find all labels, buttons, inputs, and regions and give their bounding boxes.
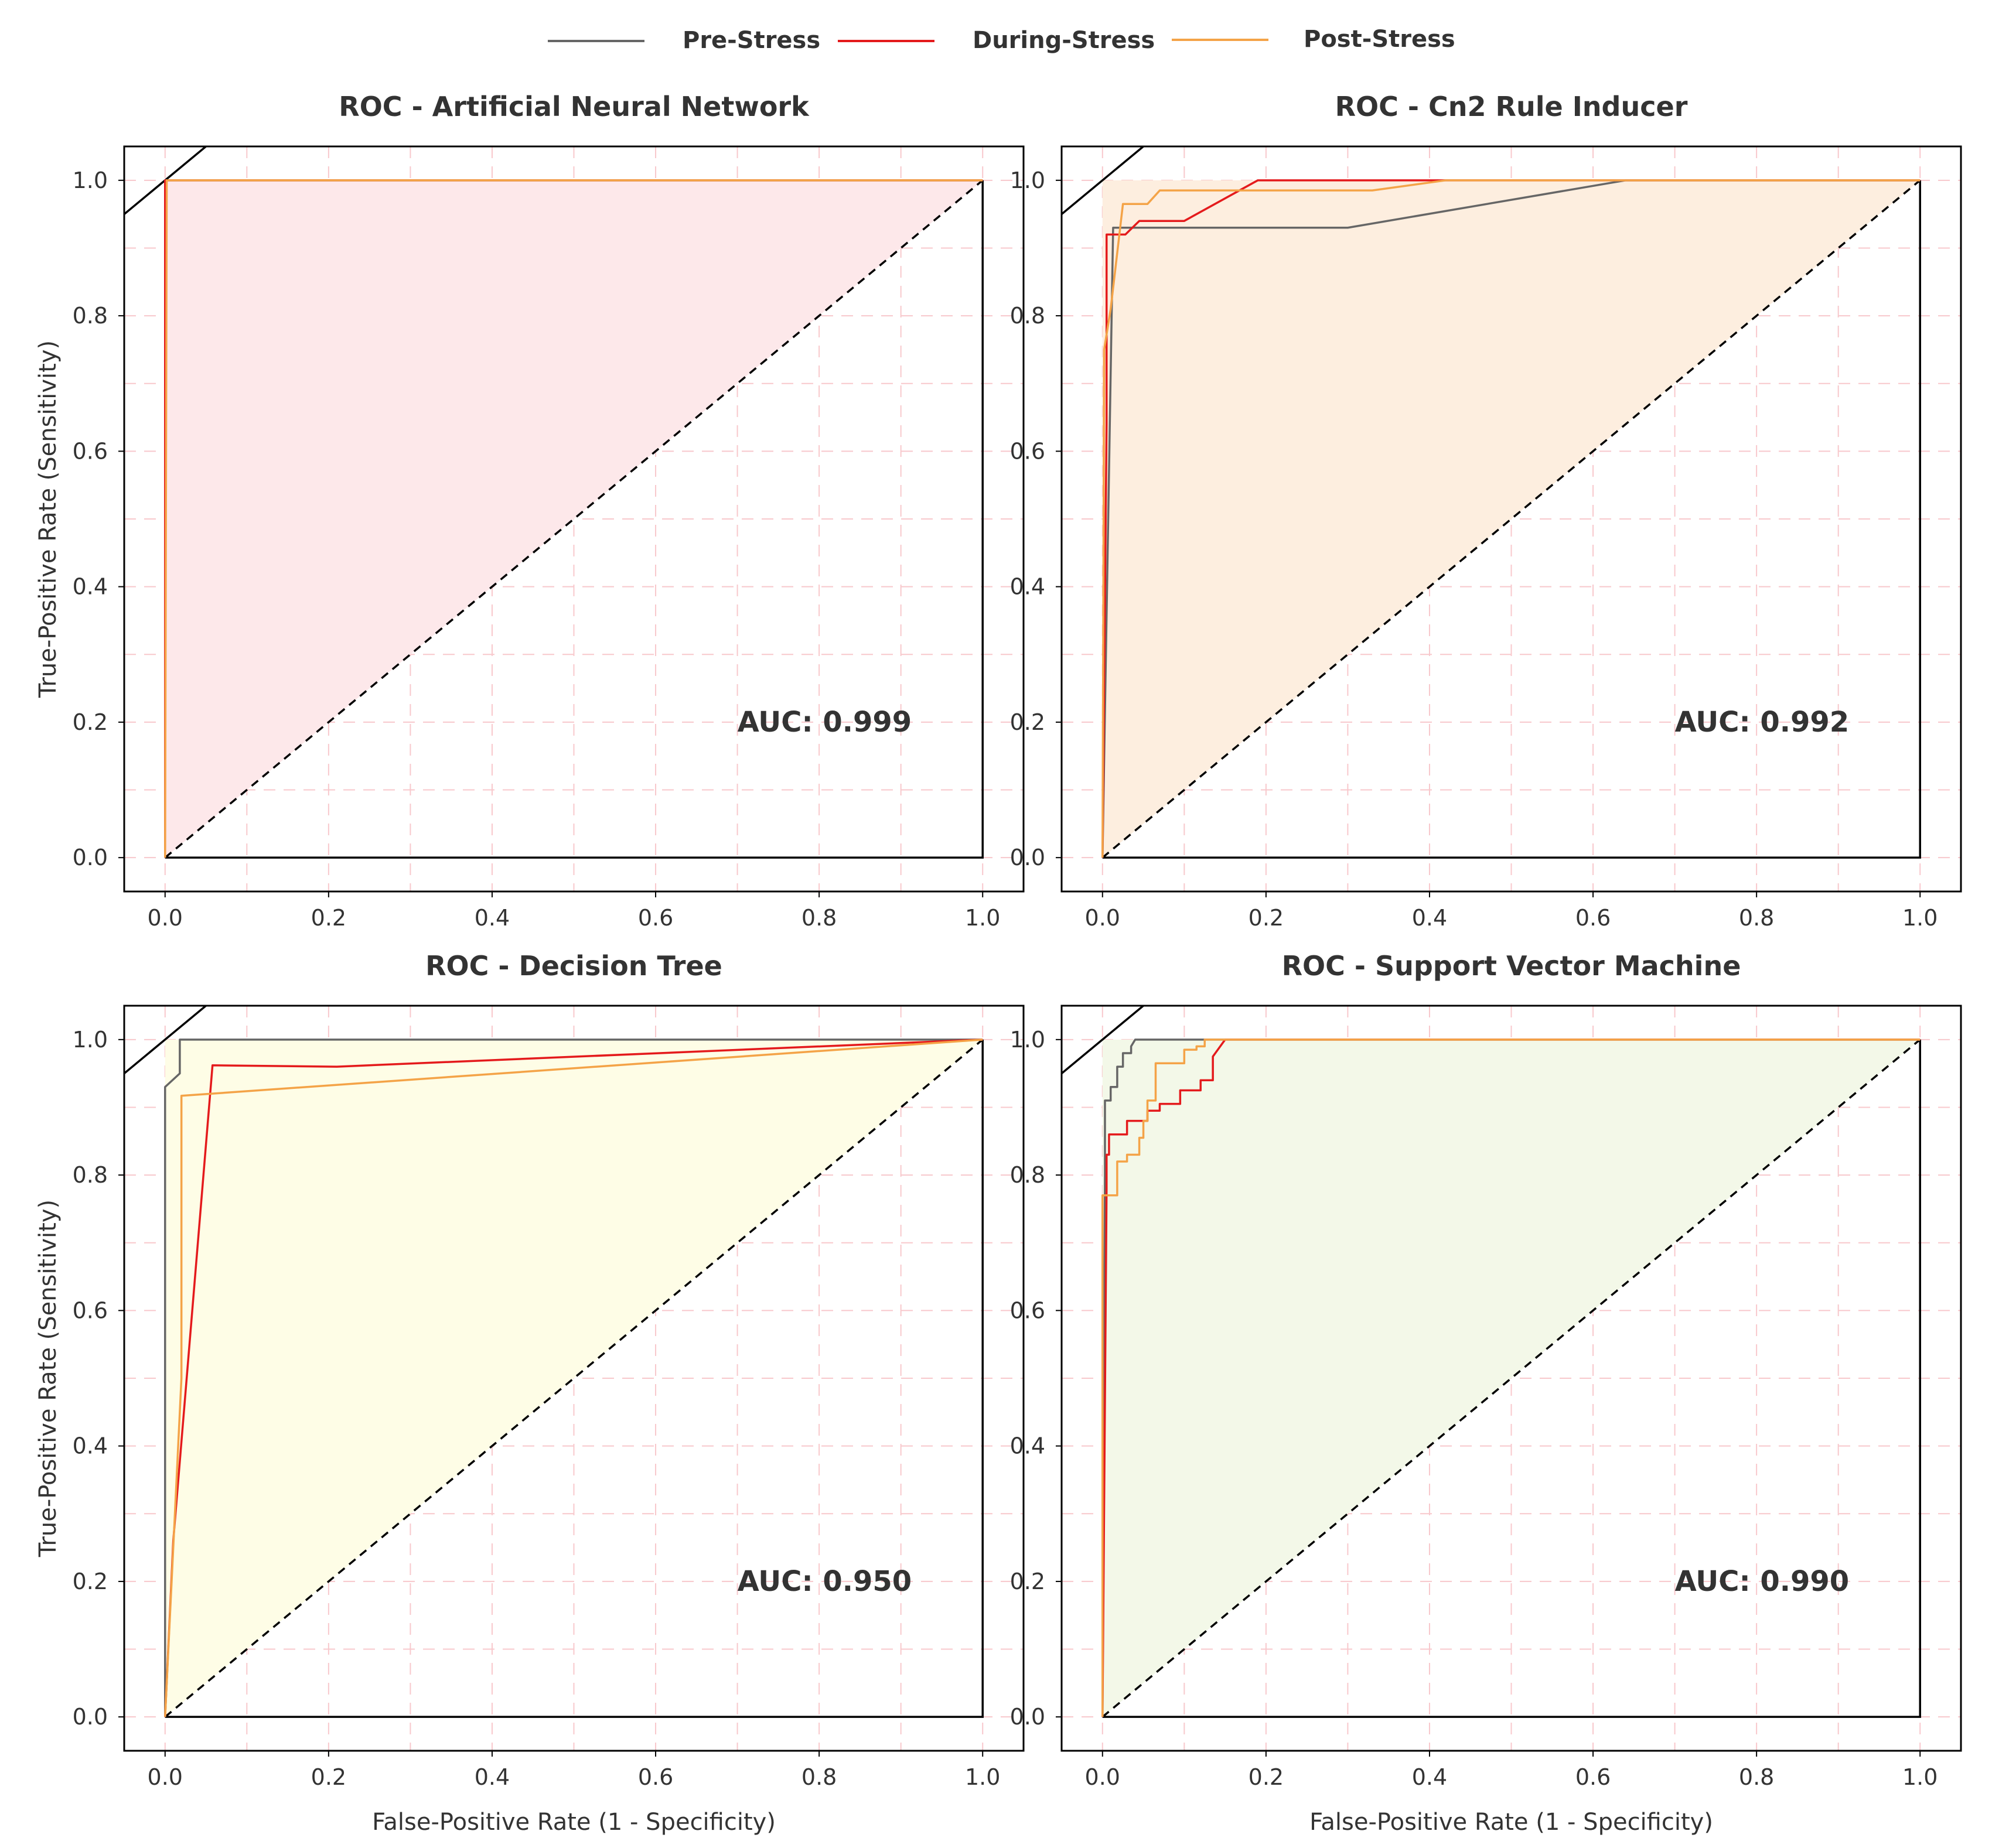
x-tick-label: 0.8 <box>801 905 837 931</box>
roc-curve-post-stress <box>1101 1039 1921 1717</box>
legend-label-0: Pre-Stress <box>683 27 820 54</box>
roc-curve-post-stress <box>1101 179 1921 858</box>
y-tick-label: 0.0 <box>73 1704 108 1730</box>
x-tick-label: 0.0 <box>148 1764 183 1790</box>
x-tick-label: 0.6 <box>1575 905 1611 931</box>
x-tick-label: 0.2 <box>311 905 346 931</box>
corner-reference-line <box>1062 1006 1145 1074</box>
roc-panel-1: 0.0 0.2 0.4 0.6 0.8 1.0 0.0 0.2 0.4 0.6 0.8 1.0 ROC … <box>1010 91 1962 931</box>
auc-area <box>165 180 983 858</box>
x-tick-label: 0.2 <box>1249 1764 1284 1790</box>
y-tick-label: 0.4 <box>1010 574 1045 600</box>
x-tick-label: 0.8 <box>1739 905 1774 931</box>
y-tick-label: 0.6 <box>73 1297 108 1323</box>
auc-annotation: AUC: 0.990 <box>1675 1565 1850 1598</box>
y-tick-label: 0.4 <box>73 1433 108 1459</box>
x-tick-label: 0.0 <box>148 905 183 931</box>
panel-title: ROC - Decision Tree <box>425 950 722 982</box>
unit-square <box>165 180 984 859</box>
y-tick-label: 1.0 <box>73 1027 108 1053</box>
auc-annotation: AUC: 0.950 <box>738 1565 912 1598</box>
y-tick-label: 0.8 <box>73 303 108 329</box>
x-tick-label: 1.0 <box>965 1764 1000 1790</box>
roc-curve-pre-stress <box>164 1039 983 1717</box>
y-tick-label: 1.0 <box>73 168 108 193</box>
x-axis-label: False-Positive Rate (1 - Specificity) <box>372 1809 776 1836</box>
x-tick-label: 0.2 <box>1249 905 1284 931</box>
y-tick-label: 0.8 <box>1010 1162 1045 1188</box>
plot-frame <box>123 1005 1025 1752</box>
x-tick-label: 0.6 <box>638 1764 673 1790</box>
y-tick-label: 0.2 <box>1010 1569 1045 1594</box>
auc-area <box>1102 180 1921 858</box>
corner-reference-line <box>124 1006 208 1074</box>
x-tick-label: 0.4 <box>475 1764 510 1790</box>
roc-curve-post-stress <box>164 1039 983 1717</box>
y-tick-label: 1.0 <box>1010 168 1045 193</box>
roc-panel-0: 0.0 0.2 0.4 0.6 0.8 1.0 0.0 0.2 0.4 0.6 0.8 1.0 ROC … <box>35 91 1025 931</box>
x-tick-label: 1.0 <box>965 905 1000 931</box>
x-tick-label: 0.0 <box>1085 905 1120 931</box>
x-tick-label: 0.6 <box>638 905 673 931</box>
y-axis-label: True-Positive Rate (Sensitivity) <box>35 1200 62 1557</box>
plot-frame <box>1060 1005 1962 1752</box>
plot-frame <box>123 145 1025 893</box>
panel-title: ROC - Support Vector Machine <box>1282 950 1741 982</box>
unit-square <box>165 1039 984 1718</box>
x-tick-label: 0.8 <box>1739 1764 1774 1790</box>
x-tick-label: 0.4 <box>1412 905 1447 931</box>
y-tick-label: 0.0 <box>73 845 108 870</box>
x-tick-label: 0.6 <box>1575 1764 1611 1790</box>
x-tick-label: 0.2 <box>311 1764 346 1790</box>
x-tick-label: 0.8 <box>801 1764 837 1790</box>
corner-reference-line <box>124 146 208 215</box>
x-tick-label: 0.4 <box>475 905 510 931</box>
x-tick-label: 0.4 <box>1412 1764 1447 1790</box>
legend: Pre-Stress During-Stress Post-Stress <box>548 26 1455 54</box>
panel-title: ROC - Artificial Neural Network <box>339 91 810 122</box>
legend-label-2: Post-Stress <box>1304 26 1455 53</box>
roc-panels: 0.0 0.2 0.4 0.6 0.8 1.0 0.0 0.2 0.4 0.6 0.8 1.0 ROC … <box>35 91 1962 1836</box>
x-axis-label: False-Positive Rate (1 - Specificity) <box>1309 1809 1713 1836</box>
roc-curve-post-stress <box>164 179 983 858</box>
y-tick-label: 0.2 <box>73 1569 108 1594</box>
roc-panel-3: 0.0 0.2 0.4 0.6 0.8 1.0 0.0 0.2 0.4 0.6 0.8 1.0 ROC … <box>1010 950 1962 1836</box>
y-tick-label: 0.4 <box>73 574 108 600</box>
legend-label-1: During-Stress <box>973 27 1155 54</box>
roc-curve-during-stress <box>1101 179 1921 858</box>
auc-annotation: AUC: 0.999 <box>738 706 912 739</box>
plot-frame <box>1060 145 1962 893</box>
roc-curve-pre-stress <box>1101 1039 1921 1717</box>
roc-curve-during-stress <box>1101 1039 1921 1717</box>
y-tick-label: 0.2 <box>1010 709 1045 735</box>
y-tick-label: 0.0 <box>1010 845 1045 870</box>
roc-panel-2: 0.0 0.2 0.4 0.6 0.8 1.0 0.0 0.2 0.4 0.6 0.8 1.0 ROC … <box>35 950 1025 1836</box>
panel-title: ROC - Cn2 Rule Inducer <box>1335 91 1688 122</box>
y-tick-label: 0.0 <box>1010 1704 1045 1730</box>
corner-reference-line <box>1062 146 1145 215</box>
auc-annotation: AUC: 0.992 <box>1675 706 1850 739</box>
y-tick-label: 0.8 <box>1010 303 1045 329</box>
y-tick-label: 0.2 <box>73 709 108 735</box>
auc-area <box>165 1039 983 1717</box>
y-tick-label: 0.6 <box>1010 1297 1045 1323</box>
y-tick-label: 1.0 <box>1010 1027 1045 1053</box>
x-tick-label: 1.0 <box>1902 905 1938 931</box>
y-tick-label: 0.8 <box>73 1162 108 1188</box>
x-tick-label: 0.0 <box>1085 1764 1120 1790</box>
auc-area <box>1102 1039 1921 1717</box>
y-axis-label: True-Positive Rate (Sensitivity) <box>35 340 62 698</box>
y-tick-label: 0.6 <box>1010 438 1045 464</box>
unit-square <box>1102 1039 1921 1718</box>
y-tick-label: 0.6 <box>73 438 108 464</box>
x-tick-label: 1.0 <box>1902 1764 1938 1790</box>
y-tick-label: 0.4 <box>1010 1433 1045 1459</box>
unit-square <box>1102 180 1921 859</box>
